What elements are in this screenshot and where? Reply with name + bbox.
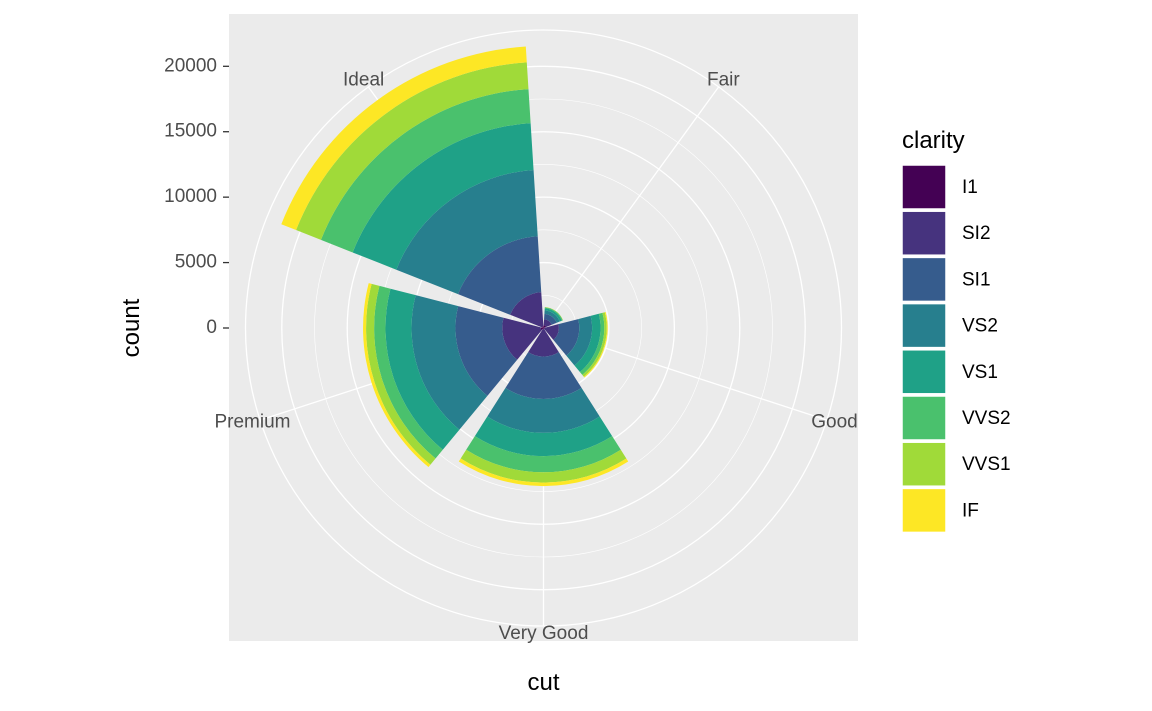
legend-label-vvs2: VVS2 [962, 408, 1011, 429]
bar-segment-very-good-vvs1 [460, 449, 627, 483]
legend-label-si2: SI2 [962, 223, 991, 244]
bar-segment-good-vvs1 [582, 312, 607, 377]
bar-segment-very-good-if [458, 458, 629, 487]
bar-segment-premium-vs2 [411, 295, 488, 430]
legend-key-if [901, 487, 947, 534]
bar-segment-fair-i1 [543, 325, 547, 328]
bar-segment-good-vvs2 [579, 312, 605, 375]
y-tick-label: 15000 [164, 121, 217, 142]
y-tick-label: 5000 [175, 252, 217, 273]
category-label: Good [811, 412, 857, 433]
category-label: Premium [214, 412, 290, 433]
legend: clarity I1 SI2 SI1 VS2 VS1 VVS2 VVS1 IF [901, 127, 1011, 534]
legend-label-if: IF [962, 500, 979, 521]
bar-segment-ideal-vs1 [352, 123, 534, 270]
bar-segment-fair-si1 [544, 313, 557, 325]
legend-key-vvs2 [901, 395, 947, 441]
bar-segment-ideal-vvs2 [320, 89, 531, 253]
bar-segment-good-vs2 [566, 315, 593, 366]
legend-key-vs2 [901, 302, 947, 349]
bar-segment-good-i1 [543, 327, 545, 329]
legend-label-vs1: VS1 [962, 362, 998, 383]
category-label: Very Good [499, 623, 589, 644]
legend-title: clarity [902, 127, 965, 154]
legend-items: I1 SI2 SI1 VS2 VS1 VVS2 VVS1 IF [901, 164, 1011, 534]
bar-segment-premium-vvs2 [374, 285, 443, 459]
bar-segment-ideal-si1 [458, 236, 542, 315]
x-axis-title: cut [527, 669, 559, 696]
bar-segment-very-good-vvs2 [466, 436, 621, 473]
bar-segment-fair-vs2 [544, 310, 560, 323]
y-tick-label: 20000 [164, 55, 217, 76]
bar-segment-fair-vs1 [544, 308, 562, 322]
bar-segment-premium-if [363, 283, 431, 468]
bar-segment-premium-si1 [455, 306, 518, 396]
legend-key-i1 [901, 164, 947, 210]
legend-label-vvs1: VVS1 [962, 454, 1011, 475]
category-label: Fair [707, 69, 740, 90]
y-axis-title: count [118, 298, 145, 357]
bar-segment-ideal-si2 [510, 292, 544, 328]
bar-segment-good-vs1 [574, 313, 601, 372]
legend-key-si2 [901, 210, 947, 256]
y-tick-label: 0 [206, 317, 217, 338]
bar-segment-fair-vvs2 [544, 307, 563, 321]
bar-segment-very-good-si2 [528, 328, 559, 357]
legend-label-vs2: VS2 [962, 316, 998, 337]
bar-segment-ideal-i1 [541, 326, 544, 328]
bar-segment-premium-i1 [540, 327, 544, 331]
bar-segment-good-if [583, 312, 608, 378]
bar-segment-ideal-vs2 [396, 170, 538, 295]
bar-segment-good-si1 [553, 319, 580, 356]
bar-segment-premium-vs1 [385, 288, 460, 450]
bar-segment-very-good-si1 [505, 352, 582, 399]
bar-segment-fair-si2 [543, 319, 552, 327]
legend-key-vvs1 [901, 441, 947, 487]
bar-segment-very-good-i1 [542, 328, 545, 330]
grid-spoke [542, 86, 720, 329]
bar-segment-premium-si2 [502, 317, 542, 360]
bar-segment-good-si2 [544, 324, 559, 340]
category-label: Ideal [343, 69, 384, 90]
legend-key-si1 [901, 256, 947, 303]
labels-layer: Fair Good Very Good Premium Ideal 0 5000 10000 1… [164, 55, 858, 644]
bar-segment-ideal-vvs1 [296, 62, 529, 240]
legend-key-vs1 [901, 349, 947, 395]
bars-layer [281, 46, 629, 487]
y-tick-label: 10000 [164, 186, 217, 207]
bar-segment-very-good-vs2 [487, 387, 600, 433]
legend-label-si1: SI1 [962, 269, 991, 290]
bar-segment-ideal-if [281, 46, 527, 231]
bar-segment-very-good-vs1 [474, 416, 613, 457]
legend-label-i1: I1 [962, 177, 978, 198]
bar-segment-premium-vvs1 [366, 283, 436, 465]
